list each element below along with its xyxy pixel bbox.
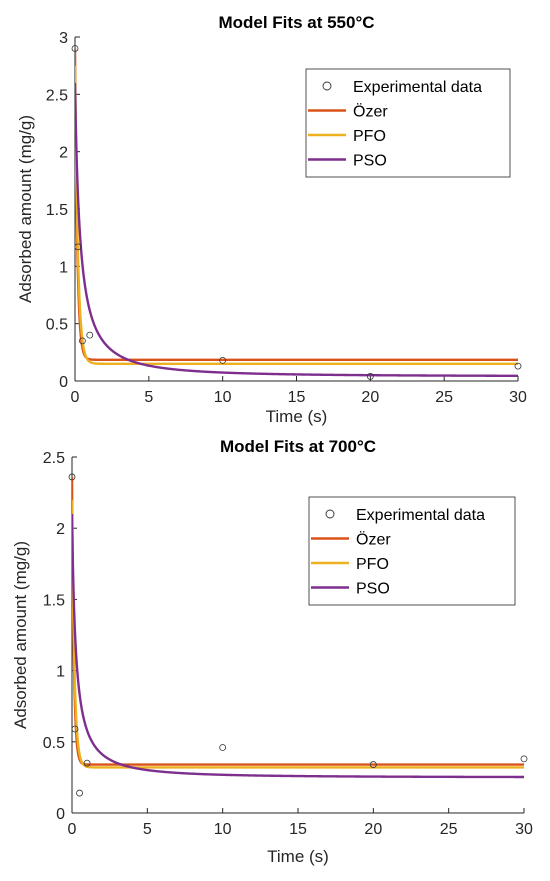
chart-title: Model Fits at 550°C <box>218 13 374 32</box>
data-point <box>520 755 528 763</box>
series-line-pso <box>75 82 518 378</box>
legend-marker <box>325 509 335 519</box>
legend-label: Özer <box>353 103 388 121</box>
x-tick-label: 0 <box>71 389 80 406</box>
data-point <box>514 362 522 370</box>
data-point <box>83 759 91 767</box>
y-tick-label: 0 <box>59 374 68 391</box>
legend-label: PFO <box>356 556 389 573</box>
legend-label: Experimental data <box>353 79 482 96</box>
y-tick-label: 3 <box>59 30 68 47</box>
y-tick-label: 1.5 <box>43 592 65 609</box>
chart-title: Model Fits at 700°C <box>220 437 376 456</box>
x-tick-label: 10 <box>214 389 232 406</box>
chart-1: Model Fits at 550°C 0 5 10 15 20 25 30 0 0.5 1 1.5 2… <box>16 13 527 426</box>
data-point <box>71 45 79 52</box>
y-tick-label: 0 <box>56 806 65 823</box>
data-point <box>78 337 86 345</box>
x-tick-label: 5 <box>144 389 153 406</box>
data-point <box>219 744 227 751</box>
y-tick-label: 0.5 <box>46 317 68 334</box>
x-tick-label: 15 <box>288 389 306 406</box>
data-point <box>86 331 94 339</box>
series-line-pso <box>72 513 524 779</box>
data-point <box>369 761 377 768</box>
x-axis-label: Time (s) <box>267 847 329 866</box>
legend: Experimental data Özer PFO PSO <box>305 68 511 178</box>
x-tick-label: 0 <box>68 821 77 838</box>
legend-label: Experimental data <box>356 507 485 524</box>
series-line-pfo <box>72 499 524 769</box>
x-tick-label: 25 <box>435 389 453 406</box>
legend-label: PSO <box>353 153 387 170</box>
data-point <box>74 243 82 251</box>
x-tick-label: 30 <box>509 389 527 406</box>
legend-label: PSO <box>356 581 390 598</box>
y-axis-label: Adsorbed amount (mg/g) <box>16 115 35 303</box>
data-point <box>219 356 227 364</box>
legend-marker <box>322 81 332 91</box>
x-tick-label: 10 <box>214 821 232 838</box>
curves-group <box>75 48 518 378</box>
y-axis-label: Adsorbed amount (mg/g) <box>11 541 30 729</box>
legend: Experimental data Özer PFO PSO <box>308 496 516 606</box>
x-tick-label: 20 <box>361 389 379 406</box>
legend-label: PFO <box>353 128 386 145</box>
legend-label: Özer <box>356 531 391 549</box>
y-tick-label: 1 <box>59 259 68 276</box>
legend-box <box>305 68 511 178</box>
x-tick-label: 15 <box>289 821 307 838</box>
chart-2: Model Fits at 700°C 0 5 10 15 20 25 30 0 0.5 1 1.5 2… <box>11 437 533 866</box>
y-tick-label: 0.5 <box>43 735 65 752</box>
y-tick-label: 1.5 <box>46 202 68 219</box>
x-tick-label: 5 <box>143 821 152 838</box>
y-tick-label: 2.5 <box>43 450 65 467</box>
series-line-pfo <box>75 65 518 365</box>
x-tick-label: 20 <box>364 821 382 838</box>
y-tick-label: 2 <box>59 145 68 162</box>
x-axis-label: Time (s) <box>266 407 328 426</box>
data-point <box>71 725 79 733</box>
y-tick-label: 2 <box>56 521 65 538</box>
data-point <box>76 789 83 797</box>
data-point <box>366 373 374 380</box>
y-tick-label: 1 <box>56 664 65 681</box>
y-tick-label: 2.5 <box>46 87 68 104</box>
data-point <box>68 473 76 481</box>
x-tick-label: 25 <box>440 821 458 838</box>
x-tick-label: 30 <box>515 821 533 838</box>
